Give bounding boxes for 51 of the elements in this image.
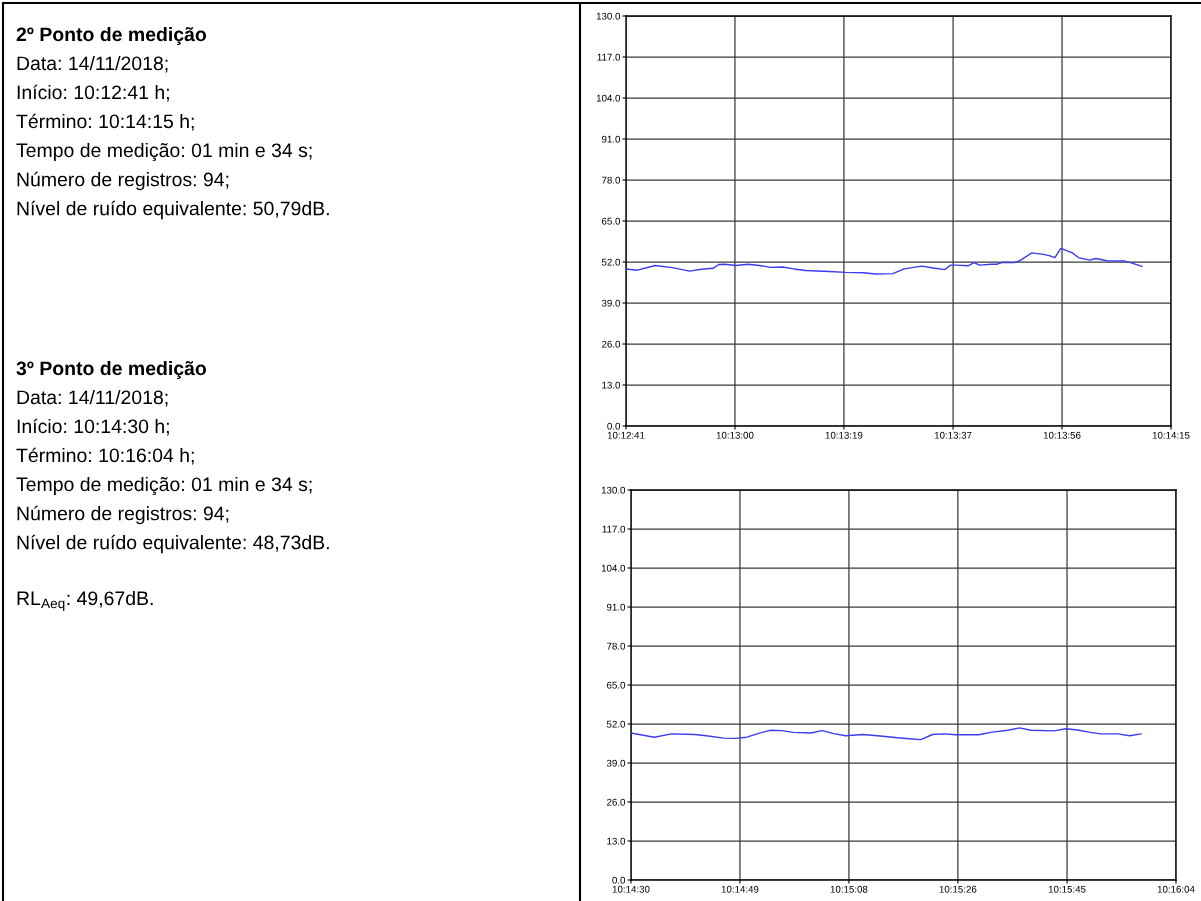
text: Tempo de medição: 01 min e 34 s;	[16, 142, 312, 162]
text: RL$_{Aeq}$: 49,67dB.	[17, 590, 153, 611]
text: Número de registros: 94;	[17, 171, 229, 191]
x-tick-label: 10:15:08	[830, 885, 868, 893]
x-tick-label: 10:14:15	[1152, 431, 1190, 439]
y-tick-label: 52.0	[601, 258, 621, 266]
y-tick-label: 39.0	[601, 299, 621, 307]
y-tick-label: 91.0	[601, 135, 621, 143]
y-tick-label: 78.0	[607, 642, 626, 650]
line-series	[631, 727, 1142, 741]
text: Nível de ruído equivalente: 48,73dB.	[17, 534, 329, 554]
x-tick-label: 10:16:04	[1157, 885, 1195, 893]
y-tick-label: 52.0	[606, 720, 626, 728]
x-tick-label: 10:13:56	[1043, 431, 1081, 439]
y-tick-label: 117.0	[597, 53, 621, 61]
line-series	[626, 247, 1143, 275]
y-tick-label: 0.0	[607, 422, 621, 430]
text: Número de registros: 94;	[17, 505, 229, 525]
text: Término: 10:16:04 h;	[16, 447, 194, 465]
text: 3º Ponto de medição	[16, 360, 207, 380]
text: Início: 10:14:30 h;	[17, 418, 169, 436]
text: Nível de ruído equivalente: 50,79dB.	[17, 200, 329, 220]
x-tick-label: 10:15:26	[939, 885, 977, 893]
y-tick-label: 0.0	[612, 876, 626, 884]
y-tick-label: 65.0	[607, 681, 626, 689]
text: Tempo de medição: 01 min e 34 s;	[16, 476, 312, 496]
x-tick-label: 10:15:45	[1048, 885, 1086, 893]
y-tick-label: 26.0	[602, 340, 621, 348]
x-tick-label: 10:14:49	[721, 885, 759, 893]
text: Início: 10:12:41 h;	[17, 84, 169, 102]
text: 2º Ponto de medição	[16, 26, 207, 46]
x-tick-label: 10:13:37	[934, 431, 972, 439]
y-tick-label: 65.0	[602, 217, 621, 225]
text: Data: 14/11/2018;	[17, 55, 168, 73]
y-tick-label: 39.0	[606, 759, 626, 767]
y-tick-label: 13.0	[607, 837, 626, 845]
text: Término: 10:14:15 h;	[16, 113, 194, 131]
x-tick-label: 10:13:00	[716, 431, 754, 439]
y-tick-label: 78.0	[602, 176, 621, 184]
y-tick-label: 104.0	[596, 94, 621, 102]
y-tick-label: 91.0	[606, 603, 626, 611]
y-tick-label: 117.0	[602, 525, 626, 533]
x-tick-label: 10:14:30	[612, 885, 650, 893]
x-tick-label: 10:12:41	[607, 431, 645, 439]
text: Data: 14/11/2018;	[17, 389, 168, 407]
y-tick-label: 13.0	[602, 381, 621, 389]
y-tick-label: 130.0	[601, 486, 626, 494]
y-tick-label: 104.0	[601, 564, 626, 572]
x-tick-label: 10:13:19	[825, 431, 863, 439]
y-tick-label: 26.0	[607, 798, 626, 806]
y-tick-label: 130.0	[596, 12, 621, 20]
